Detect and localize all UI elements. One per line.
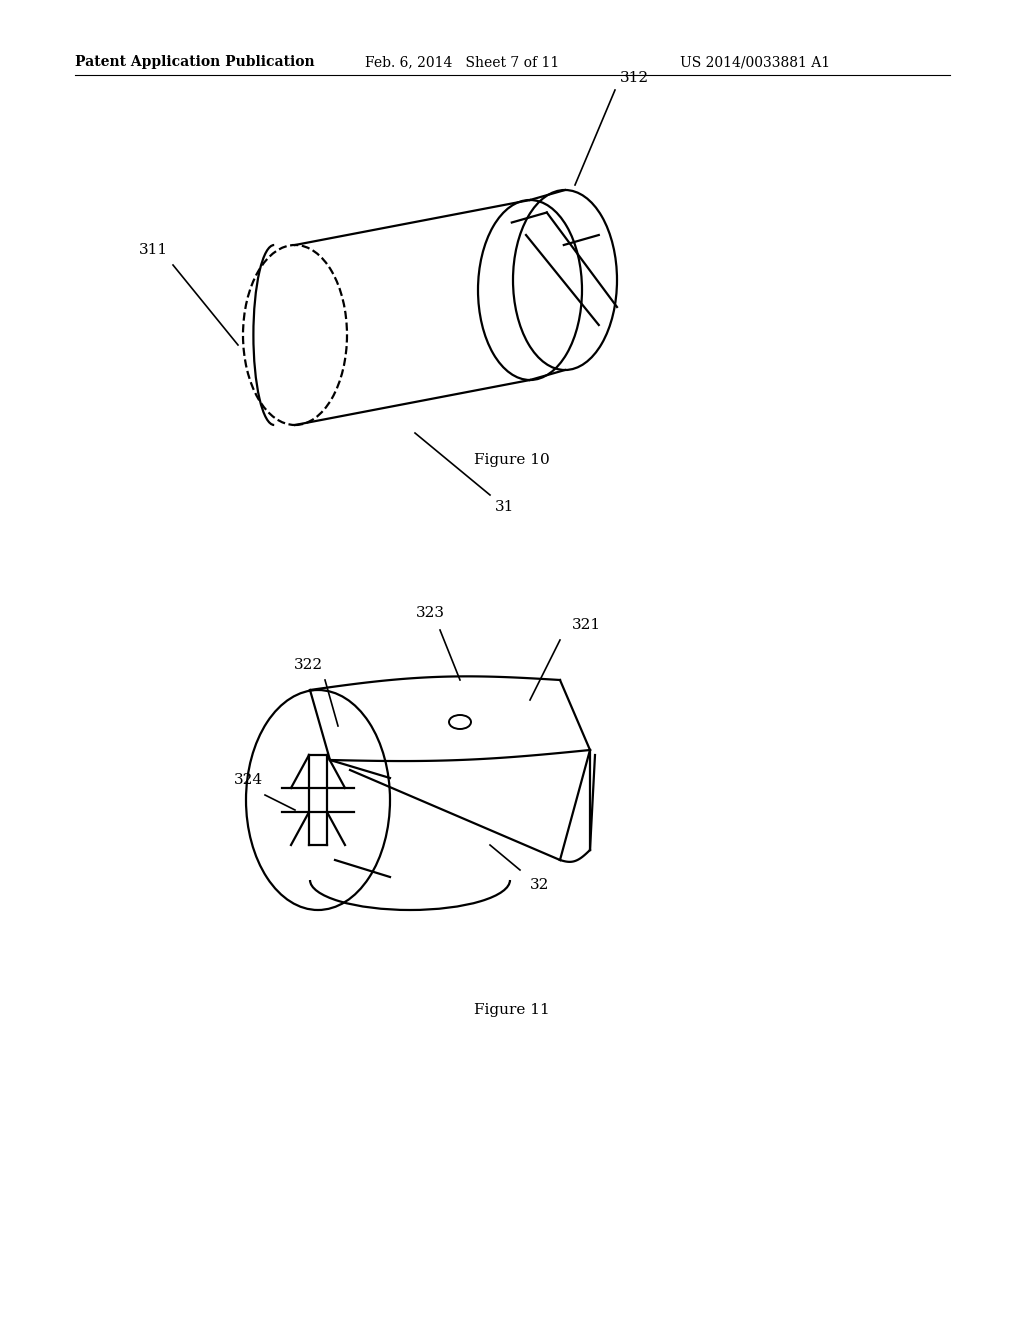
- Text: US 2014/0033881 A1: US 2014/0033881 A1: [680, 55, 830, 69]
- Text: 324: 324: [233, 774, 262, 787]
- Text: 322: 322: [294, 657, 323, 672]
- Text: 31: 31: [495, 500, 514, 513]
- Text: Figure 10: Figure 10: [474, 453, 550, 467]
- Text: 323: 323: [416, 606, 444, 620]
- Text: 312: 312: [620, 71, 649, 84]
- Text: Patent Application Publication: Patent Application Publication: [75, 55, 314, 69]
- Text: 321: 321: [572, 618, 601, 632]
- Text: Feb. 6, 2014   Sheet 7 of 11: Feb. 6, 2014 Sheet 7 of 11: [365, 55, 559, 69]
- Text: 32: 32: [530, 878, 549, 892]
- Text: Figure 11: Figure 11: [474, 1003, 550, 1016]
- Text: 311: 311: [139, 243, 168, 257]
